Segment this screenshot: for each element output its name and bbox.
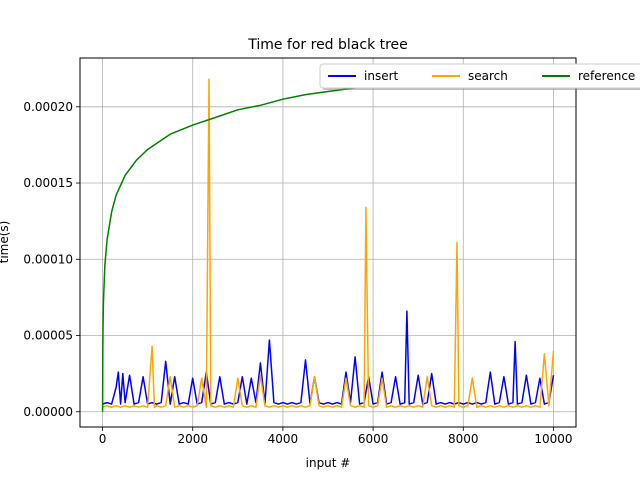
x-axis-label: input # [306, 456, 351, 470]
y-axis-label: time(s) [0, 221, 11, 264]
chart-title: Time for red black tree [247, 37, 408, 53]
series-line-insert [102, 310, 555, 405]
y-tick-label: 0.00010 [23, 252, 73, 266]
x-tick-label: 2000 [177, 432, 208, 446]
x-tick-label: 6000 [358, 432, 389, 446]
series-line-search [102, 78, 555, 408]
y-tick-label: 0.00000 [23, 405, 73, 419]
legend-box [319, 63, 640, 89]
x-tick-label: 10000 [534, 432, 572, 446]
legend: insert search reference [319, 63, 640, 90]
x-tick-label: 0 [99, 432, 107, 446]
x-tick-label: 4000 [268, 432, 299, 446]
y-tick-label: 0.00015 [23, 176, 73, 190]
legend-label-insert: insert [364, 69, 399, 83]
legend-label-search: search [468, 69, 508, 83]
plot-frame [79, 57, 577, 428]
grid [80, 58, 576, 427]
y-tick-label: 0.00020 [23, 100, 73, 114]
legend-label-reference: reference [578, 69, 635, 83]
y-tick-label: 0.00005 [23, 329, 73, 343]
x-tick-label: 8000 [448, 432, 479, 446]
axis-ticks: 0 2000 4000 6000 8000 10000 0.00000 0.00005 0.00… [23, 100, 572, 446]
